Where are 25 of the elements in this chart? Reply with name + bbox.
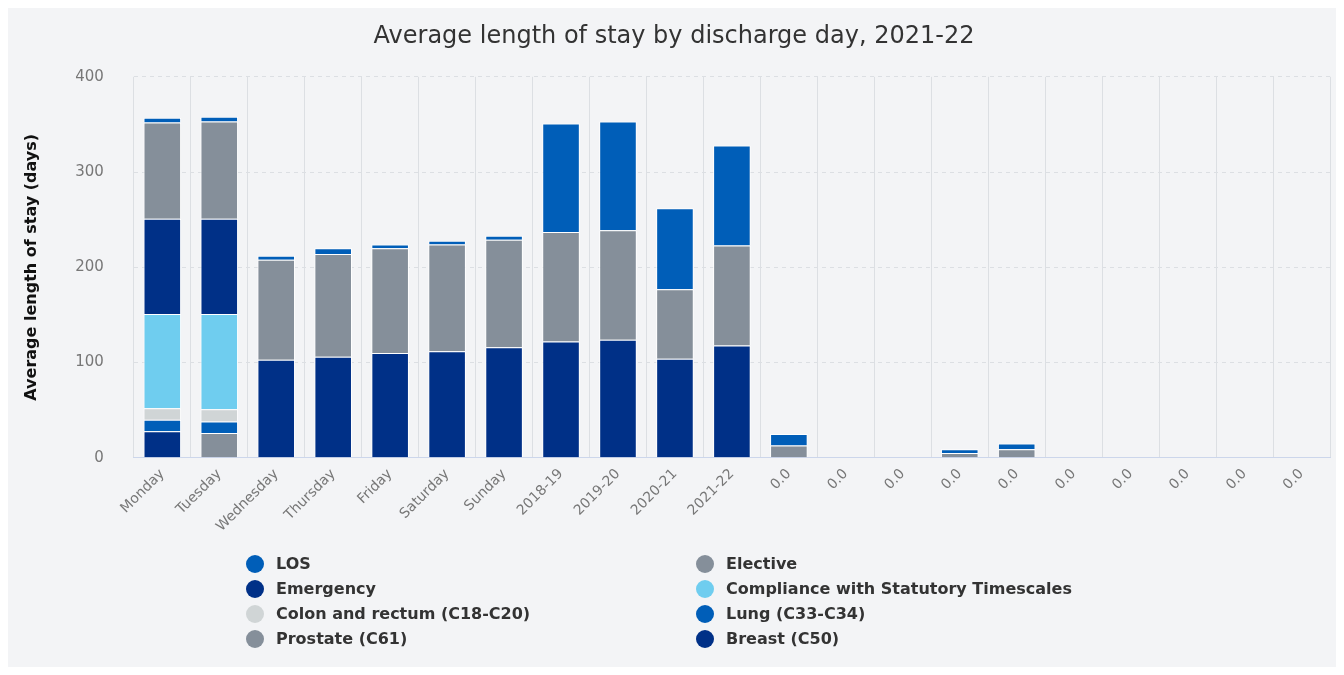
x-tick-label: 0.0	[766, 465, 794, 493]
legend-label: Compliance with Statutory Timescales	[726, 579, 1072, 598]
x-tick-label: 0.0	[1222, 465, 1250, 493]
y-tick-label: 200	[75, 257, 104, 276]
x-tick-label: 0.0	[1165, 465, 1193, 493]
chart-title: Average length of stay by discharge day, 2021-22	[373, 20, 975, 49]
x-tick-label: 0.0	[994, 465, 1022, 493]
x-tick-label: 0.0	[823, 465, 851, 493]
y-tick-label: 400	[75, 66, 104, 85]
x-tick-label: 0.0	[1279, 465, 1307, 493]
y-tick-label: 100	[75, 352, 104, 371]
x-tick-label: 0.0	[880, 465, 908, 493]
legend-label: Elective	[726, 554, 798, 573]
y-tick-label: 0	[94, 447, 104, 466]
x-tick-label: 0.0	[937, 465, 965, 493]
x-tick-label: 0.0	[1108, 465, 1136, 493]
legend-label: Breast (C50)	[726, 629, 840, 648]
y-axis-title: Average length of stay (days)	[20, 133, 40, 401]
legend-label: Prostate (C61)	[276, 629, 408, 648]
x-tick-label: 0.0	[1051, 465, 1079, 493]
y-tick-label: 300	[75, 161, 104, 180]
legend-label: LOS	[276, 554, 311, 573]
legend-label: Colon and rectum (C18-C20)	[276, 604, 531, 623]
legend-label: Emergency	[276, 579, 376, 598]
legend-label: Lung (C33-C34)	[726, 604, 866, 623]
